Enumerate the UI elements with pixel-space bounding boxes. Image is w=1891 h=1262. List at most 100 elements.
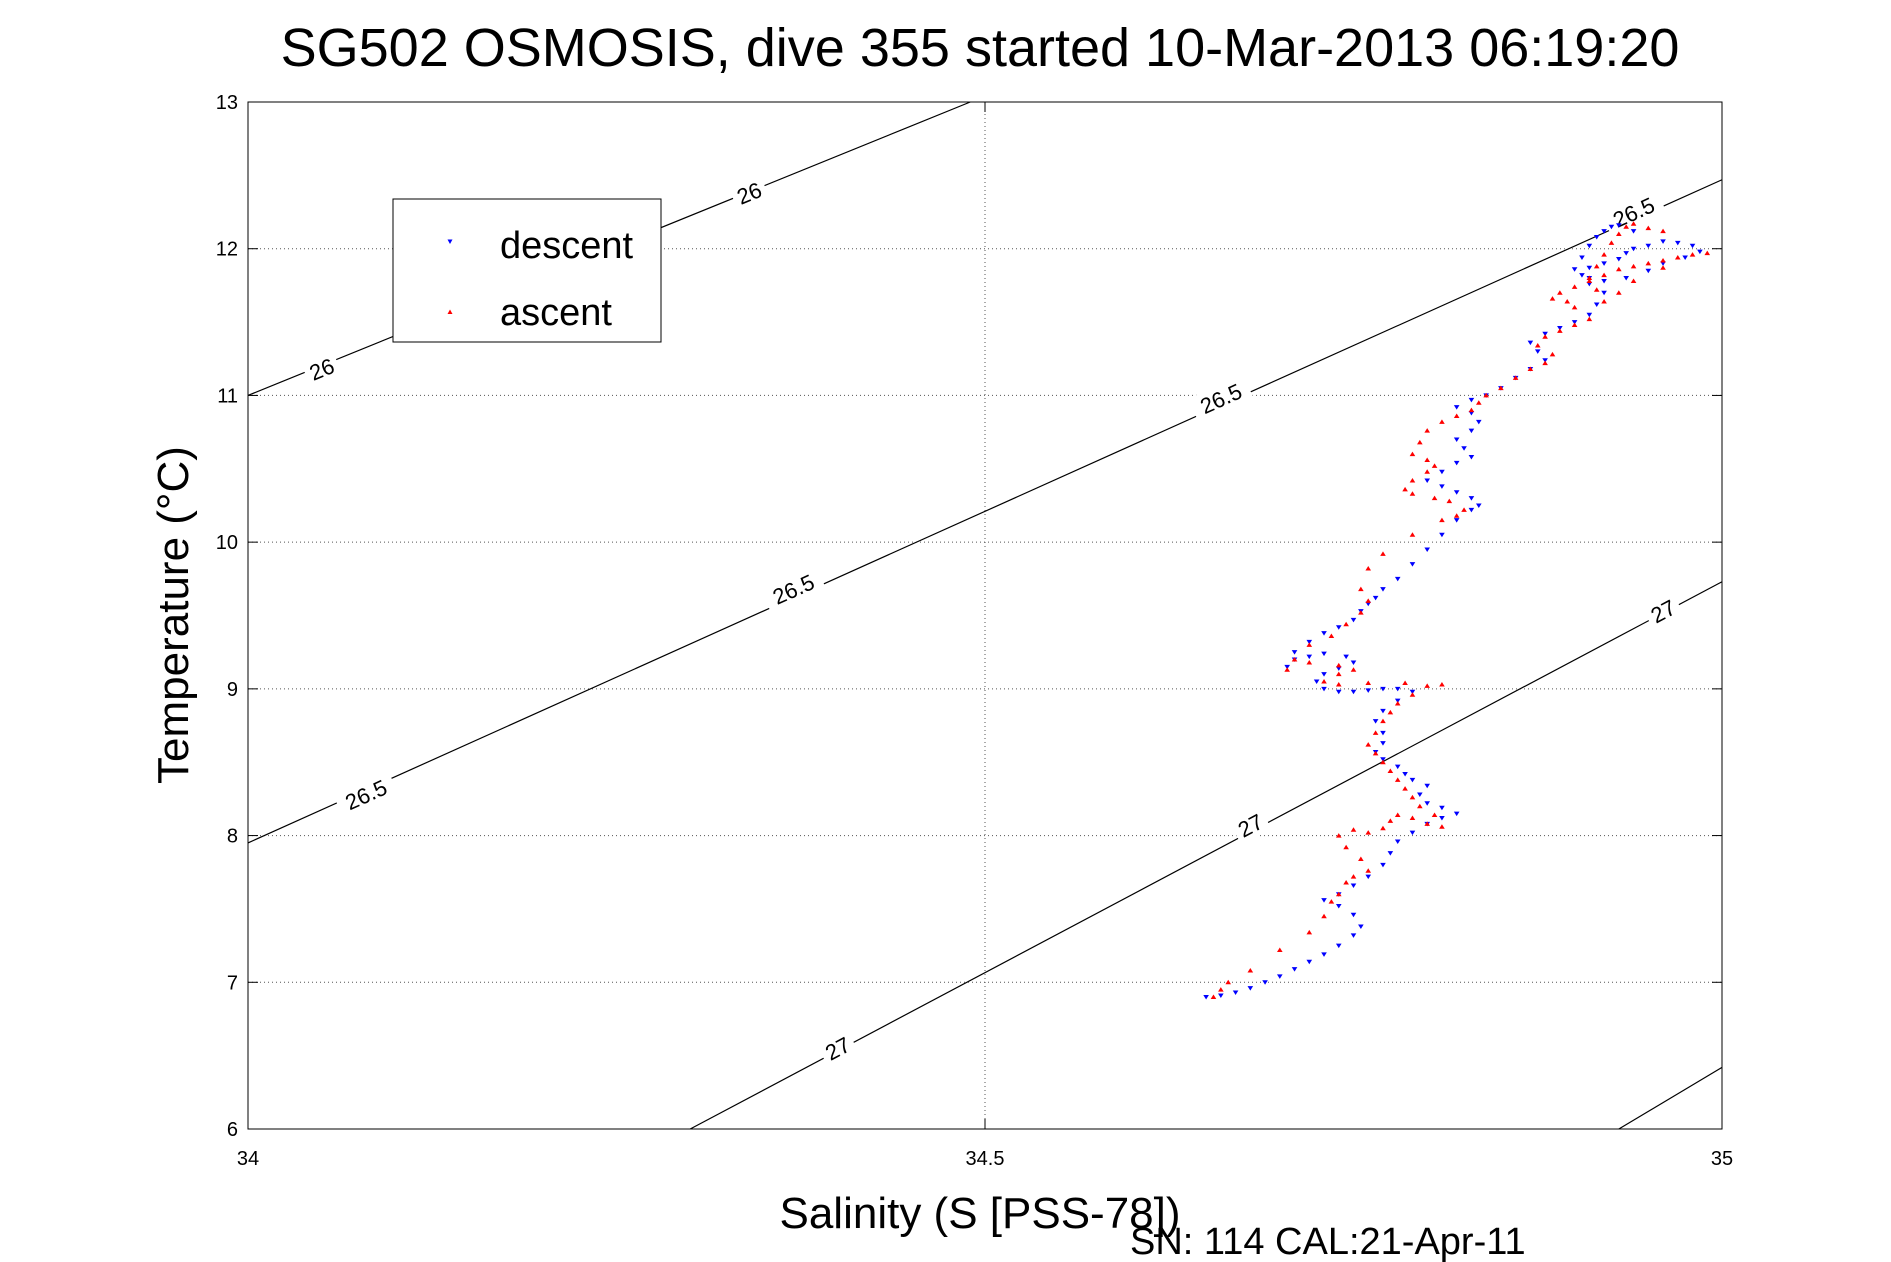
- data-series: [1203, 221, 1711, 1000]
- ascent-point: [1380, 759, 1386, 765]
- legend-box: [392, 198, 662, 343]
- descent-point: [1601, 278, 1607, 284]
- contour-label-group: 27: [816, 1028, 859, 1068]
- descent-point: [1630, 229, 1637, 234]
- ascent-point: [1424, 821, 1430, 826]
- ascent-point: [1350, 827, 1357, 832]
- ascent-point: [1350, 667, 1357, 672]
- contour-label-mask: [1641, 591, 1685, 631]
- ascent-point: [1417, 803, 1423, 809]
- descent-point: [1350, 617, 1357, 623]
- ascent-point: [1498, 385, 1504, 391]
- y-tick-label: 12: [216, 239, 238, 261]
- descent-point: [1645, 243, 1652, 249]
- descent-point: [1291, 967, 1298, 972]
- ascent-point: [1210, 994, 1217, 999]
- ascent-point: [1586, 278, 1593, 283]
- descent-point: [1277, 974, 1283, 979]
- ascent-point: [1645, 260, 1652, 266]
- descent-point: [1571, 320, 1578, 325]
- descent-point: [1475, 503, 1482, 508]
- ascent-point: [1321, 679, 1327, 684]
- contour-label-group: 26: [728, 174, 770, 212]
- descent-point: [1608, 224, 1615, 230]
- descent-point: [1593, 302, 1600, 307]
- ascent-point: [1365, 830, 1372, 835]
- ascent-point: [1402, 486, 1408, 492]
- ascent-point: [1218, 987, 1224, 992]
- descent-point: [1335, 943, 1342, 949]
- descent-point: [1380, 730, 1386, 736]
- descent-point: [1468, 411, 1475, 416]
- descent-point: [1380, 757, 1386, 762]
- descent-point: [1350, 660, 1357, 665]
- descent-point: [1402, 771, 1408, 777]
- descent-point: [1409, 562, 1416, 567]
- ascent-point: [1439, 681, 1445, 687]
- descent-point: [1321, 631, 1327, 636]
- ascent-point: [1424, 683, 1430, 688]
- y-tick-label: 11: [217, 385, 238, 407]
- descent-point: [1350, 933, 1357, 938]
- legend: descent ascent: [392, 198, 662, 343]
- ascent-point: [1225, 979, 1232, 985]
- descent-point: [1645, 268, 1652, 274]
- descent-point: [1660, 239, 1666, 244]
- descent-point: [1306, 639, 1313, 645]
- ascent-point: [1542, 334, 1548, 339]
- descent-point: [1321, 952, 1327, 957]
- descent-point: [1365, 688, 1372, 693]
- ascent-point: [1394, 812, 1401, 818]
- ascent-point: [1564, 299, 1571, 304]
- ascent-point: [1409, 451, 1416, 457]
- descent-point: [1579, 255, 1585, 261]
- serial-calibration-note: SN: 114 CAL:21-Apr-11: [1130, 1221, 1526, 1262]
- descent-point: [1365, 601, 1372, 607]
- descent-point: [1409, 689, 1416, 695]
- ascent-point: [1608, 240, 1615, 245]
- descent-point: [1586, 265, 1593, 271]
- ascent-point: [1328, 633, 1335, 639]
- ascent-point: [1623, 224, 1629, 229]
- x-tick-label: 34.5: [966, 1148, 1005, 1170]
- descent-point: [1601, 261, 1607, 266]
- contour-label-group: 26.5: [333, 770, 399, 819]
- ascent-point: [1380, 825, 1386, 831]
- descent-point: [1380, 708, 1386, 714]
- density-contour-line: [689, 581, 1723, 1130]
- contour-label-mask: [728, 174, 770, 212]
- descent-point: [1453, 811, 1460, 817]
- contour-label-group: 26: [301, 350, 343, 388]
- descent-point: [1321, 898, 1327, 903]
- ascent-point: [1365, 742, 1372, 747]
- descent-point: [1313, 679, 1320, 685]
- contour-label-group: 26.5: [760, 564, 827, 614]
- ascent-point: [1291, 657, 1298, 662]
- ascent-point: [1431, 812, 1438, 818]
- ascent-point: [1586, 316, 1593, 322]
- descent-point: [1542, 358, 1548, 363]
- y-tick-label: 6: [227, 1119, 238, 1141]
- descent-point: [1394, 686, 1401, 692]
- x-tick-label: 34: [237, 1148, 259, 1170]
- contour-label-mask: [760, 564, 827, 614]
- descent-point: [1350, 689, 1357, 695]
- descent-point: [1321, 672, 1327, 677]
- ascent-point: [1446, 498, 1453, 504]
- descent-point: [1468, 428, 1475, 434]
- descent-point: [1394, 764, 1401, 770]
- descent-point: [1534, 349, 1541, 354]
- descent-point: [1306, 959, 1313, 965]
- ascent-point: [1660, 265, 1666, 270]
- descent-point: [1387, 851, 1394, 856]
- descent-point: [1623, 251, 1629, 256]
- ascent-point: [1306, 929, 1313, 935]
- descent-point: [1284, 664, 1290, 670]
- descent-point: [1380, 741, 1386, 746]
- ascent-point: [1557, 290, 1563, 295]
- descent-point: [1682, 255, 1688, 261]
- ascent-point: [1387, 818, 1394, 823]
- series-ascent: [1210, 221, 1711, 999]
- descent-point: [1394, 576, 1401, 582]
